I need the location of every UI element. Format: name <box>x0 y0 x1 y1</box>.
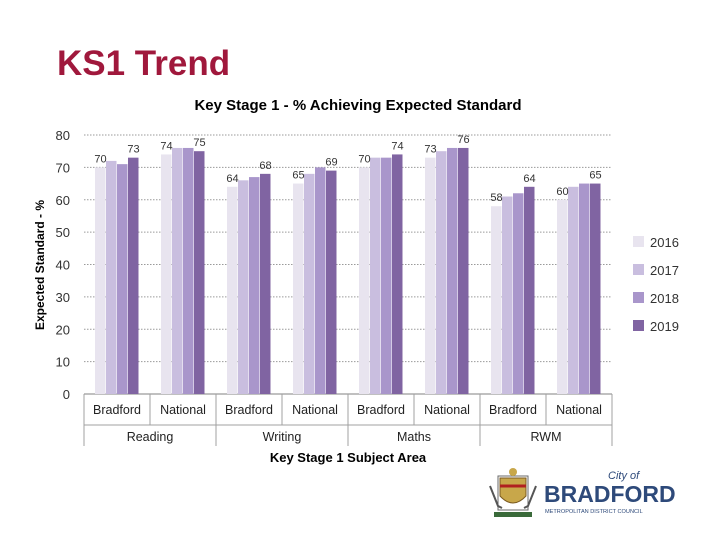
data-label: 76 <box>457 134 469 146</box>
data-label: 75 <box>193 137 205 149</box>
data-label: 65 <box>589 170 601 182</box>
bar-2019 <box>260 173 271 394</box>
x-tick-label: National <box>292 403 338 417</box>
logo-council: METROPOLITAN DISTRICT COUNCIL <box>545 509 643 515</box>
bar-2018 <box>579 183 590 394</box>
bar-2017 <box>106 160 117 394</box>
data-label: 70 <box>94 153 106 165</box>
bar-2017 <box>568 186 579 394</box>
bar-2019 <box>128 157 139 394</box>
bar-2016 <box>359 167 370 394</box>
y-tick-label: 50 <box>56 225 70 240</box>
bar-chart: Key Stage 1 - % Achieving Expected Stand… <box>33 97 679 465</box>
bar-2016 <box>425 157 436 394</box>
data-label: 74 <box>391 140 403 152</box>
y-tick-label: 60 <box>56 193 70 208</box>
bar-2019 <box>524 186 535 394</box>
y-tick-label: 30 <box>56 290 70 305</box>
bar-2016 <box>95 167 106 394</box>
x-tick-label: Bradford <box>489 403 537 417</box>
y-axis-label: Expected Standard - % <box>33 200 47 330</box>
y-tick-label: 40 <box>56 258 70 273</box>
legend-swatch <box>633 292 644 303</box>
bar-2018 <box>117 164 128 394</box>
x-axis-label: Key Stage 1 Subject Area <box>270 450 427 465</box>
bars <box>95 147 601 394</box>
bar-2017 <box>370 157 381 394</box>
bar-2018 <box>513 193 524 394</box>
bar-2018 <box>315 167 326 394</box>
data-label: 74 <box>160 140 172 152</box>
x-tick-label: National <box>160 403 206 417</box>
legend-label: 2016 <box>650 235 679 250</box>
legend: 2016 2017 2018 2019 <box>633 235 679 334</box>
x-group-label: RWM <box>530 430 561 444</box>
y-tick-label: 80 <box>56 128 70 143</box>
y-tick-label: 20 <box>56 322 70 337</box>
legend-swatch <box>633 264 644 275</box>
data-label: 60 <box>556 186 568 198</box>
chart-title: Key Stage 1 - % Achieving Expected Stand… <box>194 97 521 114</box>
bar-2019 <box>590 183 601 394</box>
x-axis: Bradford National Bradford National Bradford… <box>83 394 613 446</box>
x-group-label: Maths <box>397 430 431 444</box>
data-label: 65 <box>292 170 304 182</box>
legend-label: 2017 <box>650 263 679 278</box>
bar-2019 <box>194 151 205 394</box>
data-label: 68 <box>259 160 271 172</box>
bar-2018 <box>447 147 458 394</box>
data-label: 73 <box>127 144 139 156</box>
bar-2016 <box>161 154 172 394</box>
bar-2017 <box>238 180 249 394</box>
x-tick-label: National <box>424 403 470 417</box>
bar-2017 <box>502 196 513 394</box>
x-tick-label: Bradford <box>225 403 273 417</box>
data-label: 69 <box>325 157 337 169</box>
legend-swatch <box>633 320 644 331</box>
bar-2016 <box>227 186 238 394</box>
x-group-label: Reading <box>127 430 174 444</box>
x-group-label: Writing <box>263 430 302 444</box>
bar-2018 <box>381 157 392 394</box>
data-label: 70 <box>358 153 370 165</box>
y-tick-label: 70 <box>56 160 70 175</box>
coat-of-arms-icon <box>489 468 537 517</box>
bar-2017 <box>304 173 315 394</box>
data-label: 73 <box>424 144 436 156</box>
logo-city-of: City of <box>608 470 640 482</box>
bar-2017 <box>172 147 183 394</box>
data-label: 58 <box>490 192 502 204</box>
bar-2017 <box>436 151 447 394</box>
x-tick-label: Bradford <box>357 403 405 417</box>
bar-2019 <box>392 154 403 394</box>
bar-2018 <box>183 147 194 394</box>
data-label: 64 <box>523 173 535 185</box>
legend-label: 2019 <box>650 319 679 334</box>
data-labels: 70 73 74 75 64 68 65 69 70 74 73 76 58 64 60 65 <box>94 134 601 204</box>
bar-2016 <box>557 199 568 394</box>
legend-swatch <box>633 236 644 247</box>
bar-2019 <box>458 147 469 394</box>
bar-2016 <box>293 183 304 394</box>
bar-2019 <box>326 170 337 394</box>
x-tick-label: National <box>556 403 602 417</box>
logo-bradford: BRADFORD <box>544 481 676 507</box>
bar-2016 <box>491 206 502 394</box>
bar-2018 <box>249 177 260 394</box>
y-axis-ticks: 0 10 20 30 40 50 60 70 80 <box>56 128 70 402</box>
y-tick-label: 10 <box>56 355 70 370</box>
bradford-council-logo: City of BRADFORD METROPOLITAN DISTRICT C… <box>489 468 676 517</box>
x-tick-label: Bradford <box>93 403 141 417</box>
slide-title: KS1 Trend <box>57 44 231 83</box>
data-label: 64 <box>226 173 238 185</box>
y-tick-label: 0 <box>63 387 70 402</box>
legend-label: 2018 <box>650 291 679 306</box>
